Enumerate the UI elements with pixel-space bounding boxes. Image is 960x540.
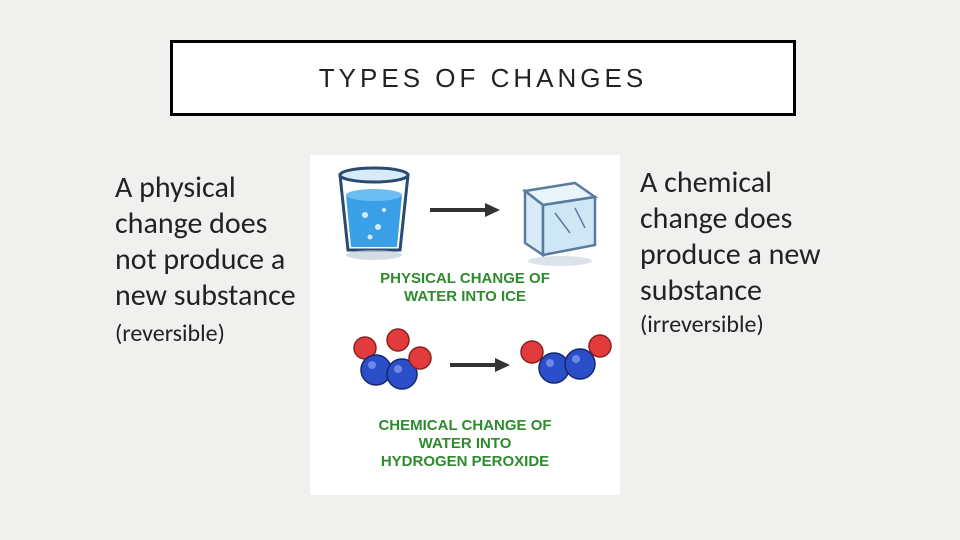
- arrow-icon: [430, 203, 500, 217]
- right-sub-text: (irreversible): [640, 311, 840, 340]
- right-main-text: A chemical change does produce a new sub…: [640, 165, 840, 309]
- left-column: A physical change does not produce a new…: [115, 170, 300, 349]
- diagram-svg: PHYSICAL CHANGE OF WATER INTO ICE: [310, 155, 620, 495]
- caption-physical-line2: WATER INTO ICE: [404, 288, 526, 305]
- caption-chemical-line2: WATER INTO: [419, 435, 512, 452]
- left-main-text: A physical change does not produce a new…: [115, 170, 300, 314]
- h2o2-molecule-icon: [521, 335, 611, 383]
- right-column: A chemical change does produce a new sub…: [640, 165, 840, 340]
- caption-chemical-line1: CHEMICAL CHANGE OF: [378, 417, 551, 434]
- caption-chemical-line3: HYDROGEN PEROXIDE: [381, 453, 549, 470]
- water-glass-icon: [340, 168, 408, 260]
- title-box: TYPES OF CHANGES: [170, 40, 796, 116]
- center-figure: PHYSICAL CHANGE OF WATER INTO ICE: [310, 155, 620, 495]
- h2o-molecule-icon: [354, 329, 431, 389]
- page-title: TYPES OF CHANGES: [319, 63, 647, 94]
- arrow-icon: [450, 358, 510, 372]
- caption-physical-line1: PHYSICAL CHANGE OF: [380, 270, 550, 287]
- ice-cube-icon: [525, 183, 595, 266]
- left-sub-text: (reversible): [115, 320, 300, 349]
